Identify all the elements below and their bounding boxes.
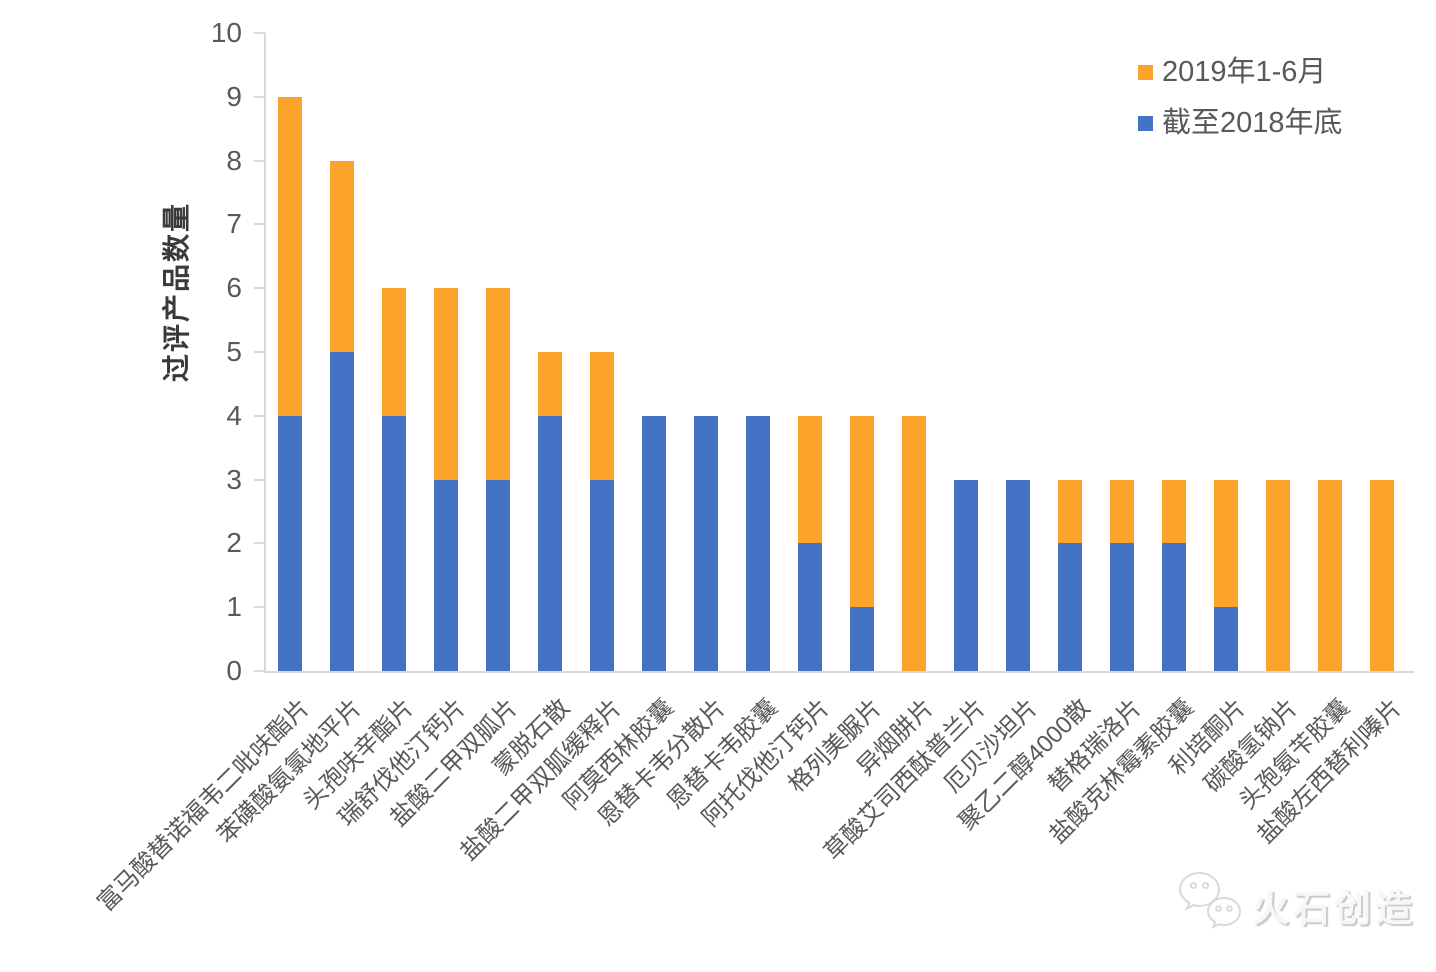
bar-segment — [954, 479, 978, 671]
bar-segment — [1162, 479, 1186, 544]
bar-segment — [278, 415, 302, 671]
bar-segment — [330, 160, 354, 352]
y-tick-mark — [254, 32, 265, 34]
y-tick-mark — [254, 414, 265, 417]
y-tick-mark — [254, 159, 265, 162]
bar-segment — [486, 288, 510, 480]
bar-segment — [382, 288, 406, 416]
y-tick-mark — [254, 287, 265, 290]
y-tick-mark — [254, 351, 265, 353]
y-tick-mark — [254, 223, 265, 226]
y-axis-line — [264, 33, 266, 673]
y-tick-mark — [254, 670, 265, 672]
bar-segment — [746, 415, 770, 671]
bar-segment — [1110, 479, 1134, 544]
bar-segment — [902, 415, 926, 671]
x-axis-label: 富马酸替诺福韦二吡呋酯片 — [92, 694, 316, 917]
bar-segment — [382, 415, 406, 671]
watermark: 火石创造 — [1178, 871, 1416, 937]
y-tick-label: 4 — [226, 399, 242, 431]
bar-segment — [1318, 479, 1342, 671]
bar-segment — [1110, 543, 1134, 671]
y-tick-label: 0 — [226, 655, 242, 686]
y-tick-mark — [254, 95, 265, 98]
bar-segment — [486, 479, 510, 671]
bar-segment — [694, 415, 718, 671]
bar-segment — [538, 415, 562, 671]
y-tick-mark — [254, 478, 265, 481]
bar-segment — [434, 288, 458, 480]
bar-segment — [434, 479, 458, 671]
legend-swatch-orange — [1138, 64, 1153, 80]
y-tick-label: 9 — [226, 80, 242, 112]
legend-swatch-blue — [1138, 115, 1153, 131]
bar-segment — [278, 96, 302, 416]
bar-segment — [590, 479, 614, 671]
bar-segment — [1266, 479, 1290, 671]
legend-item-2018: 截至2018年底 — [1138, 106, 1343, 140]
bar-segment — [1214, 607, 1238, 671]
bar-segment — [1006, 479, 1030, 671]
bar-segment — [642, 415, 666, 671]
bar-segment — [1058, 479, 1082, 544]
bar-segment — [850, 415, 874, 608]
bar-segment — [850, 607, 874, 671]
y-tick-label: 7 — [226, 208, 242, 240]
bar-segment — [1214, 479, 1238, 608]
bar-segment — [798, 543, 822, 671]
bar-segment — [1162, 543, 1186, 671]
bar-segment — [1058, 543, 1082, 671]
y-tick-label: 6 — [226, 272, 242, 304]
bar-segment — [330, 352, 354, 671]
legend-label: 截至2018年底 — [1162, 107, 1343, 139]
y-tick-mark — [254, 542, 265, 545]
y-tick-mark — [254, 606, 265, 609]
y-tick-label: 1 — [226, 591, 242, 623]
bar-segment — [798, 415, 822, 544]
watermark-text: 火石创造 — [1252, 887, 1416, 929]
y-tick-label: 5 — [226, 336, 242, 367]
y-tick-label: 10 — [210, 17, 242, 48]
y-tick-label: 3 — [226, 463, 242, 495]
y-tick-label: 8 — [226, 144, 242, 176]
legend-label: 2019年1-6月 — [1162, 56, 1327, 88]
bar-segment — [590, 352, 614, 480]
legend-item-2019: 2019年1-6月 — [1138, 55, 1343, 89]
chart-legend: 2019年1-6月 截至2018年底 — [1138, 55, 1343, 140]
bar-segment — [1370, 479, 1394, 671]
wechat-icon — [1178, 871, 1242, 937]
bar-segment — [538, 352, 562, 416]
x-axis-line — [264, 671, 1414, 673]
y-tick-label: 2 — [226, 527, 242, 559]
